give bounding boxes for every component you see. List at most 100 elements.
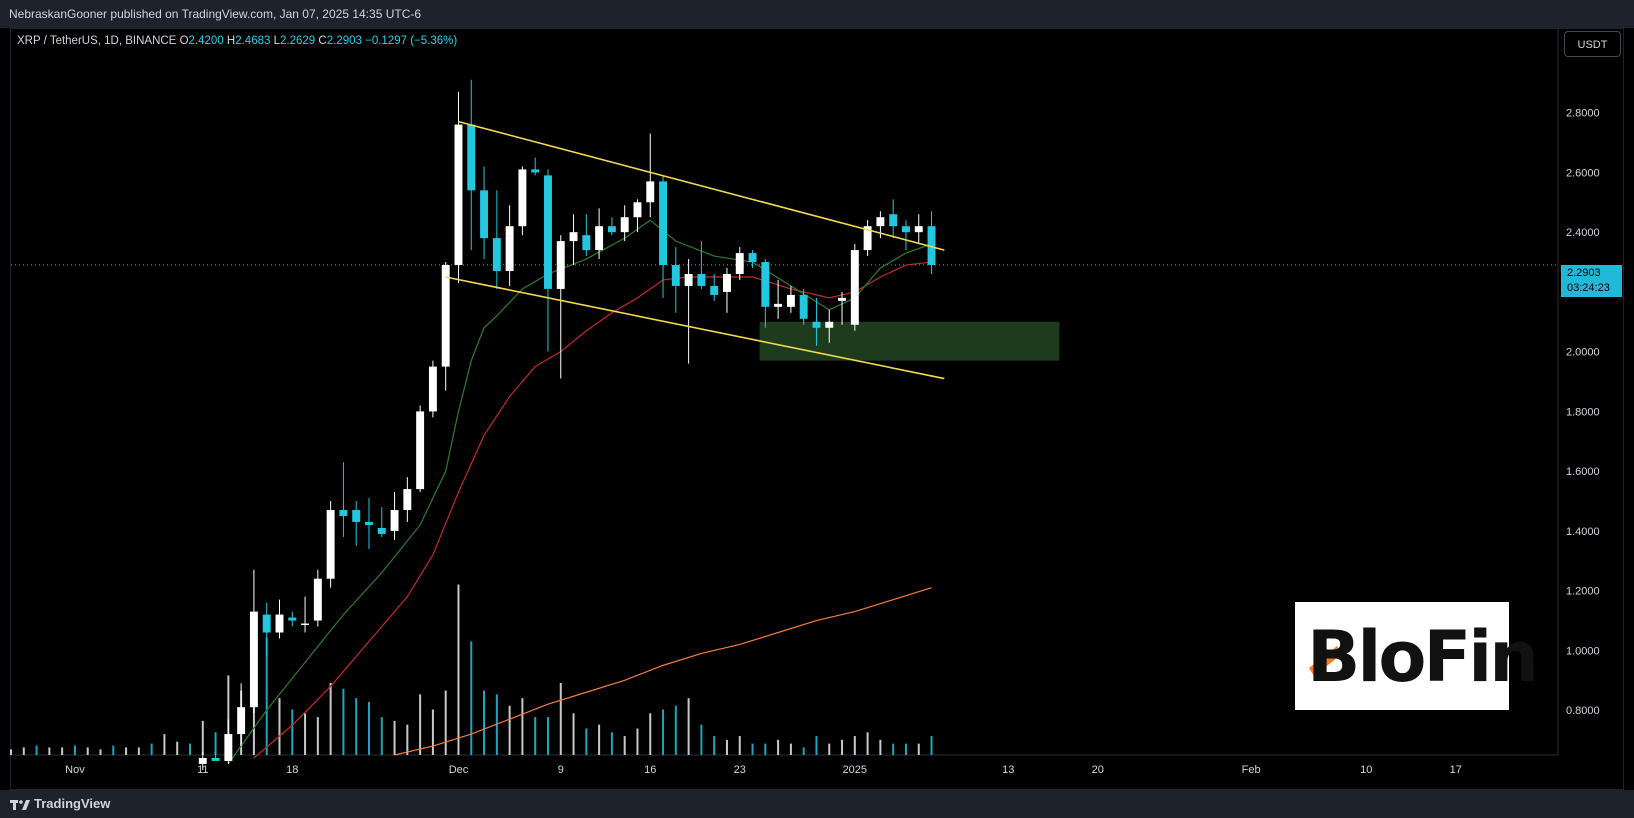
x-tick-label: 16 — [644, 764, 656, 776]
symbol-legend: XRP / TetherUS, 1D, BINANCE O2.4200 H2.4… — [17, 35, 457, 47]
y-tick-label: 2.8000 — [1566, 108, 1600, 120]
footer-bar: TradingView — [0, 790, 1634, 818]
volume-bar — [137, 747, 140, 755]
demand-zone — [759, 321, 1060, 361]
volume-bar — [188, 743, 191, 755]
candle-body — [876, 217, 885, 227]
candle-body — [582, 235, 591, 251]
upper-trendline — [458, 120, 945, 251]
volume-bar — [73, 745, 76, 755]
x-tick-label: 17 — [1450, 764, 1462, 776]
volume-bar — [879, 739, 882, 755]
candle-body — [569, 232, 578, 242]
volume-bar — [738, 736, 741, 755]
currency-button[interactable]: USDT — [1564, 31, 1621, 57]
candle-body — [403, 489, 412, 511]
candle-body — [633, 202, 642, 218]
candle-body — [339, 510, 348, 516]
candle-body — [249, 611, 258, 708]
volume-bar — [841, 739, 844, 755]
y-tick-label: 1.4000 — [1566, 526, 1600, 538]
low-label: L — [273, 35, 281, 47]
volume-bar — [777, 739, 780, 755]
candle-body — [365, 521, 373, 525]
volume-bar — [48, 747, 51, 755]
volume-bar — [265, 637, 268, 755]
close-value: 2.2903 — [326, 35, 362, 47]
x-tick-label: Nov — [65, 764, 85, 776]
candle-body — [556, 241, 565, 289]
x-tick-label: 10 — [1360, 764, 1372, 776]
candle-body — [671, 265, 680, 286]
candle-body — [518, 169, 527, 227]
candle-body — [927, 226, 936, 266]
candle-body — [684, 273, 693, 286]
candle-body — [441, 265, 450, 367]
candle-body — [467, 124, 476, 191]
volume-bar — [252, 683, 255, 755]
candle-body — [723, 273, 731, 292]
candle-body — [301, 623, 310, 626]
candle-body — [595, 226, 604, 251]
volume-bar — [304, 713, 307, 755]
last-price-tag: 2.2903 03:24:23 — [1561, 265, 1622, 297]
volume-bar — [713, 736, 716, 755]
volume-bar — [99, 749, 102, 755]
volume-bar — [662, 709, 665, 755]
volume-bar — [367, 701, 370, 755]
x-tick-label: Feb — [1242, 764, 1261, 776]
candle-body — [531, 169, 540, 173]
volume-bar — [316, 717, 319, 755]
tradingview-logo[interactable]: TradingView — [10, 796, 110, 811]
volume-bar — [431, 709, 434, 755]
volume-bar — [291, 709, 294, 755]
candle-body — [901, 226, 910, 233]
price-chart[interactable]: 3.00002.80002.60002.40002.20002.00001.80… — [0, 0, 1634, 790]
volume-bar — [764, 743, 767, 755]
change-value: −0.1297 (−5.36%) — [365, 35, 458, 47]
candle-body — [825, 321, 834, 328]
volume-bar — [227, 675, 230, 755]
last-price-value: 2.2903 — [1567, 267, 1601, 279]
candle-body — [748, 253, 757, 263]
volume-bar — [892, 743, 895, 755]
x-tick-label: 20 — [1092, 764, 1104, 776]
volume-bar — [917, 743, 920, 755]
candle-body — [492, 238, 501, 271]
volume-bar — [930, 736, 933, 755]
volume-bar — [444, 690, 447, 755]
volume-bar — [150, 743, 153, 755]
y-tick-label: 1.8000 — [1566, 406, 1600, 418]
close-label: C — [318, 35, 327, 47]
candle-body — [352, 510, 361, 522]
y-tick-label: 2.0000 — [1566, 347, 1600, 359]
volume-bar — [636, 728, 639, 755]
open-value: 2.4200 — [188, 35, 224, 47]
volume-bar — [598, 724, 601, 755]
y-tick-label: 1.6000 — [1566, 466, 1600, 478]
candle-body — [710, 285, 719, 295]
volume-bar — [559, 683, 562, 755]
volume-bar — [214, 732, 217, 755]
volume-bar — [201, 720, 204, 755]
candle-body — [390, 510, 399, 531]
volume-bar — [35, 745, 38, 755]
volume-bar — [61, 747, 64, 755]
candle-body — [889, 214, 898, 227]
blofin-logo — [1309, 646, 1342, 676]
candle-body — [313, 578, 322, 621]
x-tick-label: 18 — [286, 764, 298, 776]
y-tick-label: 1.2000 — [1566, 586, 1600, 598]
volume-bar — [789, 743, 792, 755]
blofin-watermark: BloFin — [1295, 602, 1539, 710]
volume-bar — [278, 698, 281, 755]
x-tick-label: 2025 — [843, 764, 867, 776]
candle-body — [697, 273, 706, 286]
high-value: 2.4683 — [235, 35, 271, 47]
volume-bar — [546, 717, 549, 755]
volume-bar — [163, 734, 166, 755]
volume-bar — [419, 694, 422, 755]
volume-bar — [112, 745, 115, 755]
x-tick-label: 11 — [197, 764, 208, 776]
symbol-name[interactable]: XRP / TetherUS, 1D, BINANCE — [17, 35, 177, 47]
